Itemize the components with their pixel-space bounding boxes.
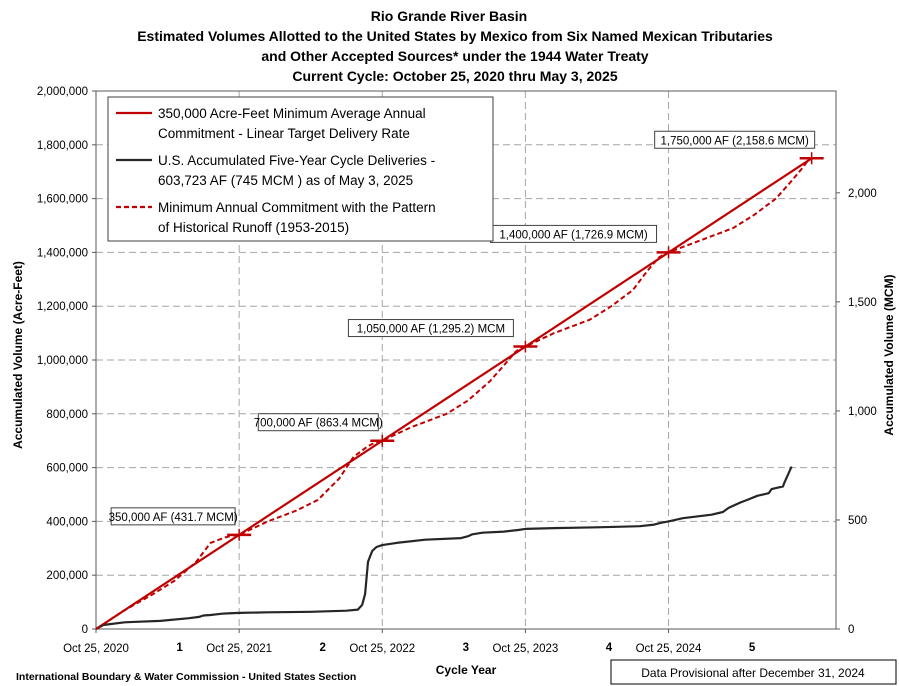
y2-tick-label: 1,500 [848, 297, 877, 309]
chart-title-line-2: Estimated Volumes Allotted to the United… [137, 28, 773, 44]
y2-axis-ticks: 0 500 1,000 1,500 2,000 [836, 188, 877, 636]
y-tick-label: 800,000 [46, 409, 88, 421]
historical-pattern-series [95, 157, 813, 630]
cycle-year-number: 2 [319, 642, 325, 654]
provisional-note-box [610, 659, 897, 685]
legend-entry-text: 350,000 Acre-Feet Minimum Average Annual [158, 106, 426, 121]
y-tick-label: 1,200,000 [37, 301, 88, 313]
y-tick-label: 1,600,000 [37, 194, 88, 206]
chart-title-line-3: and Other Accepted Sources* under the 19… [261, 48, 648, 64]
cycle-year-number: 5 [749, 642, 756, 654]
milestone-label: 1,400,000 AF (1,726.9 MCM) [499, 229, 647, 241]
milestone-label: 350,000 AF (431.7 MCM) [109, 512, 238, 524]
y-tick-label: 1,000,000 [37, 355, 88, 367]
x-tick-label: Oct 25, 2021 [206, 643, 272, 655]
x-axis-ticks: Oct 25, 2020 Oct 25, 2021 Oct 25, 2022 Oct … [63, 629, 702, 655]
legend-entry-text: 603,723 AF (745 MCM ) as of May 3, 2025 [158, 173, 413, 188]
y-tick-label: 600,000 [46, 463, 88, 475]
linear-target-series [95, 157, 813, 630]
footer-agency: International Boundary & Water Commissio… [16, 671, 356, 683]
milestone-layer: 350,000 AF (431.7 MCM) 700,000 AF (863.4 … [109, 130, 824, 541]
milestone-label-box [257, 413, 379, 432]
milestone-label-box [347, 319, 514, 338]
y-tick-label: 2,000,000 [37, 86, 88, 98]
y-axis-title: Accumulated Volume (Acre-Feet) [11, 261, 25, 449]
y2-tick-label: 2,000 [848, 188, 877, 200]
provisional-note: Data Provisional after December 31, 2024 [641, 666, 865, 680]
legend-entry-text: U.S. Accumulated Five-Year Cycle Deliver… [158, 153, 435, 168]
legend-entry-text: Commitment - Linear Target Delivery Rate [158, 126, 410, 141]
milestone-label-box [110, 507, 236, 526]
y-tick-label: 1,800,000 [37, 140, 88, 152]
chart-title-line-4: Current Cycle: October 25, 2020 thru May… [292, 68, 617, 84]
milestone-label: 700,000 AF (863.4 MCM) [254, 418, 383, 430]
cycle-year-number: 3 [463, 642, 469, 654]
x-tick-label: Oct 25, 2023 [492, 643, 558, 655]
cycle-year-numbers: 1 2 3 4 5 [176, 642, 756, 654]
chart-title: Rio Grande River Basin Estimated Volumes… [137, 8, 773, 84]
x-axis-title: Cycle Year [436, 663, 497, 677]
x-tick-label: Oct 25, 2022 [349, 643, 415, 655]
y-tick-label: 1,400,000 [37, 247, 88, 259]
y2-tick-label: 0 [848, 624, 854, 636]
chart-title-line-1: Rio Grande River Basin [371, 8, 527, 24]
milestone-label: 1,050,000 AF (1,295.2) MCM [357, 324, 505, 336]
y2-tick-label: 500 [848, 515, 867, 527]
y-tick-label: 0 [82, 624, 88, 636]
y2-tick-label: 1,000 [848, 406, 877, 418]
series-layer [95, 157, 813, 630]
x-tick-label: Oct 25, 2024 [636, 643, 702, 655]
x-tick-label: Oct 25, 2020 [63, 643, 129, 655]
legend-entry-text: of Historical Runoff (1953-2015) [158, 220, 349, 235]
y-axis-ticks: 0 200,000 400,000 600,000 800,000 1,000,000 1,… [37, 86, 96, 636]
legend-box [107, 96, 494, 242]
us-accumulated-deliveries-series [95, 466, 793, 630]
cycle-year-number: 1 [176, 642, 183, 654]
legend-entry-text: Minimum Annual Commitment with the Patte… [158, 200, 436, 215]
y-tick-label: 200,000 [46, 570, 88, 582]
cycle-year-number: 4 [606, 642, 613, 654]
milestone-label: 1,750,000 AF (2,158.6 MCM) [661, 135, 809, 147]
milestone-label-box [654, 130, 816, 149]
y2-axis-title: Accumulated Volume (MCM) [882, 274, 896, 435]
legend: 350,000 Acre-Feet Minimum Average Annual… [107, 96, 494, 242]
y-tick-label: 400,000 [46, 516, 88, 528]
